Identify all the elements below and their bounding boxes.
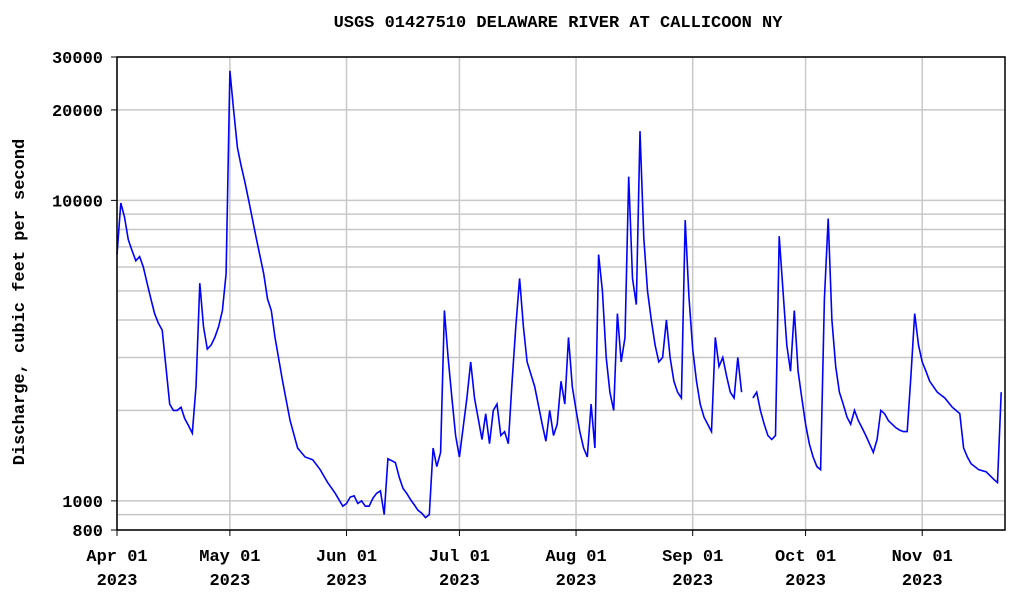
x-tick-year: 2023 bbox=[326, 572, 367, 591]
x-tick-label: Jul 01 bbox=[429, 548, 490, 567]
x-tick-label: Apr 01 bbox=[86, 548, 147, 567]
y-tick-label: 800 bbox=[72, 523, 103, 542]
x-tick-label: Oct 01 bbox=[775, 548, 836, 567]
y-tick-label: 30000 bbox=[52, 50, 103, 69]
x-tick-year: 2023 bbox=[785, 572, 826, 591]
chart-title: USGS 01427510 DELAWARE RIVER AT CALLICOO… bbox=[334, 14, 784, 33]
x-tick-year: 2023 bbox=[902, 572, 943, 591]
x-tick-year: 2023 bbox=[209, 572, 250, 591]
x-tick-label: Nov 01 bbox=[892, 548, 953, 567]
plot-frame bbox=[116, 56, 1006, 531]
x-tick-label: Jun 01 bbox=[316, 548, 377, 567]
y-tick-label: 1000 bbox=[62, 494, 103, 513]
y-axis-label: Discharge, cubic feet per second bbox=[11, 139, 30, 465]
x-tick-label: May 01 bbox=[199, 548, 260, 567]
y-tick-label: 20000 bbox=[52, 103, 103, 122]
x-tick-label: Aug 01 bbox=[545, 548, 606, 567]
y-tick-label: 10000 bbox=[52, 193, 103, 212]
data-line bbox=[116, 70, 1002, 519]
x-tick-label: Sep 01 bbox=[662, 548, 723, 567]
x-tick-year: 2023 bbox=[556, 572, 597, 591]
x-tick-year: 2023 bbox=[439, 572, 480, 591]
x-tick-year: 2023 bbox=[672, 572, 713, 591]
x-tick-year: 2023 bbox=[97, 572, 138, 591]
